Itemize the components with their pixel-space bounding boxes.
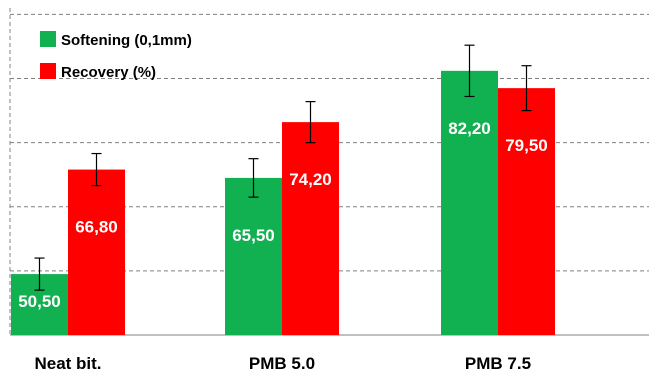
- data-label-1-1: 74,20: [289, 170, 332, 189]
- error-bar-layer: [34, 44, 532, 291]
- data-label-0-2: 82,20: [448, 119, 491, 138]
- legend-label-softening: Softening (0,1mm): [61, 32, 192, 49]
- data-label-0-0: 50,50: [18, 292, 61, 311]
- data-label-0-1: 65,50: [232, 226, 275, 245]
- category-label-1: PMB 5.0: [249, 354, 315, 373]
- data-label-1-0: 66,80: [75, 218, 118, 237]
- category-label-layer: Neat bit. PMB 5.0 PMB 7.5: [34, 354, 531, 373]
- bar-recovery-1: [282, 122, 339, 335]
- legend-swatch-softening: [40, 31, 56, 47]
- data-label-layer: 50,50 65,50 82,20 66,80 74,20 79,50: [18, 119, 548, 311]
- bar-softening-1: [225, 177, 282, 335]
- bar-recovery-2: [498, 88, 555, 335]
- bar-recovery-0: [68, 169, 125, 335]
- bar-softening-2: [441, 70, 498, 335]
- legend: Softening (0,1mm) Recovery (%): [40, 31, 192, 81]
- category-label-0: Neat bit.: [34, 354, 101, 373]
- data-label-1-2: 79,50: [505, 136, 548, 155]
- legend-label-recovery: Recovery (%): [61, 64, 156, 81]
- category-label-2: PMB 7.5: [465, 354, 531, 373]
- legend-swatch-recovery: [40, 63, 56, 79]
- bar-layer: [11, 70, 555, 335]
